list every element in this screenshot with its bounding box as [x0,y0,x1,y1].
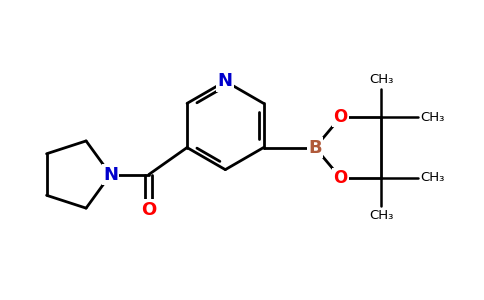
Text: O: O [333,169,348,187]
Text: CH₃: CH₃ [369,209,393,222]
Text: CH₃: CH₃ [421,111,445,124]
Text: N: N [103,166,118,184]
Text: B: B [308,139,322,157]
Text: N: N [103,166,118,184]
Text: CH₃: CH₃ [421,172,445,184]
Text: CH₃: CH₃ [369,73,393,86]
Text: N: N [218,72,233,90]
Text: O: O [333,108,348,126]
Text: O: O [141,201,156,219]
